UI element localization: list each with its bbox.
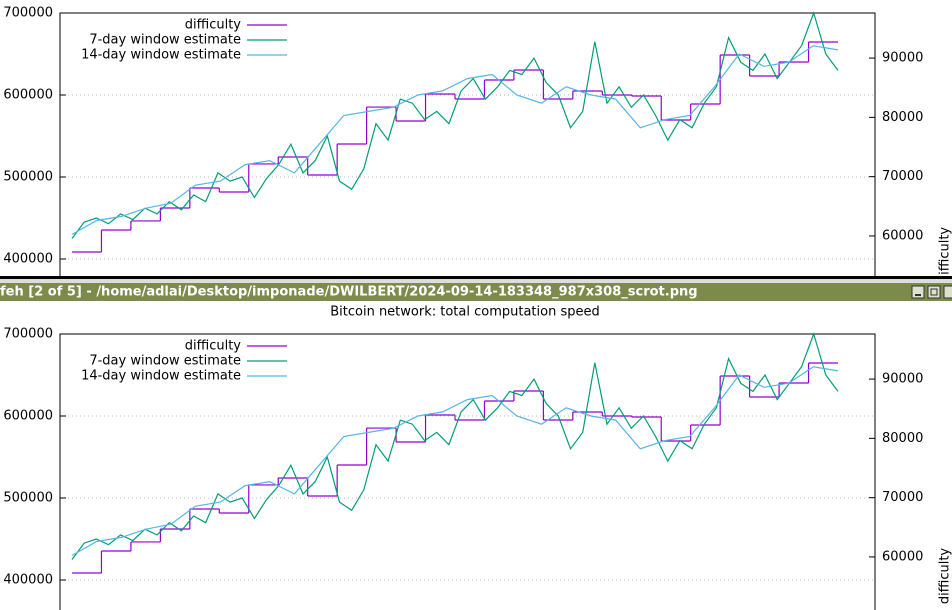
legend-label: 7-day window estimate [89, 354, 241, 369]
window-border [0, 279, 952, 283]
y-tick-label: 600000 [3, 409, 53, 424]
window-title: feh [2 of 5] - /home/adlai/Desktop/impon… [0, 285, 698, 300]
y2-tick-label: 90000 [882, 51, 923, 66]
y2-axis-label: difficulty [938, 227, 952, 284]
legend-label: difficulty [185, 339, 242, 354]
y2-tick-label: 70000 [882, 169, 923, 184]
chart-title: Bitcoin network: total computation speed [330, 305, 600, 320]
series-line [71, 366, 839, 556]
y2-tick-label: 80000 [882, 431, 923, 446]
y-tick-label: 600000 [3, 88, 53, 103]
titlebar [0, 283, 952, 301]
y2-tick-label: 80000 [882, 110, 923, 125]
series-line [71, 45, 839, 235]
legend-label: 14-day window estimate [81, 48, 241, 63]
y-tick-label: 500000 [3, 491, 53, 506]
window-border [0, 276, 952, 279]
legend-label: difficulty [185, 18, 242, 33]
legend-label: 7-day window estimate [89, 33, 241, 48]
maximize-icon [930, 288, 938, 296]
series-line [71, 332, 839, 560]
y2-tick-label: 60000 [882, 549, 923, 564]
y2-tick-label: 90000 [882, 372, 923, 387]
minimize-button[interactable] [911, 285, 925, 299]
y-tick-label: 500000 [3, 170, 53, 185]
top-window: 400000 500000 600000 700000 60000 70000 80000 9… [3, 6, 952, 284]
y2-axis-label: difficulty [938, 548, 952, 605]
y-tick-label: 400000 [3, 573, 53, 588]
y-tick-label: 700000 [3, 6, 53, 21]
y2-tick-label: 60000 [882, 228, 923, 243]
y2-tick-label: 70000 [882, 490, 923, 505]
plot-frame [59, 333, 876, 610]
y-tick-label: 700000 [3, 327, 53, 342]
y-tick-label: 400000 [3, 252, 53, 267]
series-line [71, 11, 839, 239]
legend-label: 14-day window estimate [81, 369, 241, 384]
minimize-icon [915, 294, 921, 296]
bottom-window: Bitcoin network: total computation speed… [3, 305, 952, 610]
plot-frame [59, 12, 876, 277]
close-button[interactable] [943, 285, 952, 299]
maximize-button[interactable] [927, 285, 941, 299]
